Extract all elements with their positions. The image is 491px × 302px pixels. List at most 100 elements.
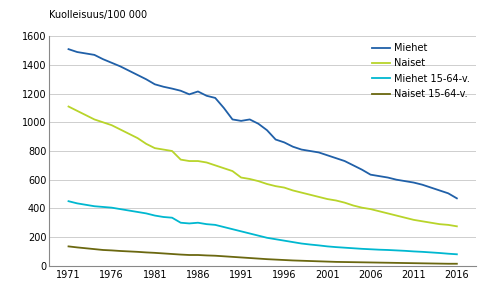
Miehet 15-64-v.: [109, 206, 114, 210]
Miehet 15-64-v.: [411, 249, 417, 253]
Naiset: [229, 169, 235, 173]
Miehet: [402, 179, 408, 183]
Naiset: [74, 109, 80, 113]
Miehet 15-64-v.: [351, 246, 356, 250]
Miehet 15-64-v.: [161, 215, 166, 219]
Naiset: [342, 201, 348, 204]
Miehet 15-64-v.: [281, 239, 287, 243]
Naiset 15-64-v.: [281, 258, 287, 262]
Naiset: [152, 146, 158, 150]
Naiset 15-64-v.: [316, 259, 322, 263]
Naiset: [454, 224, 460, 228]
Naiset 15-64-v.: [436, 262, 442, 265]
Miehet: [255, 122, 261, 126]
Naiset 15-64-v.: [359, 261, 365, 264]
Miehet: [195, 90, 201, 93]
Miehet 15-64-v.: [204, 222, 210, 226]
Miehet: [393, 178, 399, 182]
Miehet: [100, 57, 106, 61]
Naiset 15-64-v.: [161, 252, 166, 255]
Naiset: [187, 159, 192, 163]
Naiset: [126, 132, 132, 136]
Naiset: [376, 210, 382, 213]
Naiset 15-64-v.: [83, 246, 89, 250]
Naiset: [325, 197, 330, 201]
Miehet: [299, 148, 304, 151]
Naiset 15-64-v.: [264, 257, 270, 261]
Naiset 15-64-v.: [368, 261, 374, 264]
Miehet 15-64-v.: [290, 240, 296, 244]
Naiset: [238, 176, 244, 179]
Miehet: [135, 73, 140, 77]
Miehet 15-64-v.: [135, 210, 140, 214]
Naiset: [255, 179, 261, 183]
Miehet 15-64-v.: [143, 212, 149, 215]
Miehet: [307, 149, 313, 153]
Miehet 15-64-v.: [264, 236, 270, 239]
Miehet 15-64-v.: [178, 221, 184, 225]
Miehet: [368, 173, 374, 176]
Miehet: [221, 106, 227, 110]
Miehet: [247, 117, 253, 121]
Naiset: [100, 120, 106, 124]
Miehet: [204, 94, 210, 98]
Naiset 15-64-v.: [221, 255, 227, 258]
Miehet: [273, 138, 278, 141]
Naiset: [221, 166, 227, 170]
Miehet 15-64-v.: [83, 203, 89, 207]
Miehet 15-64-v.: [212, 223, 218, 227]
Miehet: [66, 47, 72, 51]
Miehet: [238, 119, 244, 123]
Miehet 15-64-v.: [402, 249, 408, 253]
Naiset 15-64-v.: [428, 262, 434, 265]
Naiset: [212, 164, 218, 167]
Miehet 15-64-v.: [307, 243, 313, 246]
Naiset 15-64-v.: [66, 245, 72, 248]
Naiset: [411, 218, 417, 222]
Naiset: [264, 182, 270, 186]
Naiset 15-64-v.: [351, 260, 356, 264]
Naiset 15-64-v.: [273, 258, 278, 262]
Miehet 15-64-v.: [195, 221, 201, 225]
Miehet: [454, 197, 460, 200]
Naiset: [419, 220, 425, 223]
Naiset: [109, 123, 114, 127]
Naiset: [178, 158, 184, 161]
Miehet: [212, 96, 218, 100]
Miehet: [74, 50, 80, 54]
Miehet 15-64-v.: [187, 222, 192, 225]
Miehet 15-64-v.: [169, 216, 175, 220]
Miehet: [385, 176, 391, 179]
Miehet 15-64-v.: [100, 205, 106, 209]
Legend: Miehet, Naiset, Miehet 15-64-v., Naiset 15-64-v.: Miehet, Naiset, Miehet 15-64-v., Naiset …: [370, 41, 471, 101]
Miehet: [445, 191, 451, 195]
Naiset: [117, 128, 123, 131]
Miehet 15-64-v.: [454, 252, 460, 256]
Naiset: [83, 113, 89, 117]
Miehet 15-64-v.: [221, 225, 227, 229]
Miehet 15-64-v.: [428, 251, 434, 254]
Naiset 15-64-v.: [325, 260, 330, 263]
Miehet: [143, 78, 149, 81]
Naiset 15-64-v.: [152, 251, 158, 255]
Miehet: [316, 151, 322, 154]
Naiset 15-64-v.: [402, 261, 408, 265]
Naiset 15-64-v.: [307, 259, 313, 263]
Naiset: [385, 212, 391, 215]
Naiset 15-64-v.: [195, 253, 201, 257]
Naiset 15-64-v.: [238, 255, 244, 259]
Naiset: [351, 204, 356, 207]
Naiset: [436, 222, 442, 226]
Miehet: [351, 164, 356, 167]
Naiset 15-64-v.: [204, 254, 210, 257]
Naiset 15-64-v.: [229, 255, 235, 259]
Miehet: [359, 168, 365, 172]
Naiset 15-64-v.: [169, 252, 175, 256]
Naiset: [333, 199, 339, 202]
Naiset: [135, 136, 140, 140]
Miehet: [342, 159, 348, 163]
Miehet: [281, 141, 287, 144]
Miehet 15-64-v.: [247, 232, 253, 235]
Miehet: [109, 61, 114, 65]
Miehet 15-64-v.: [342, 246, 348, 249]
